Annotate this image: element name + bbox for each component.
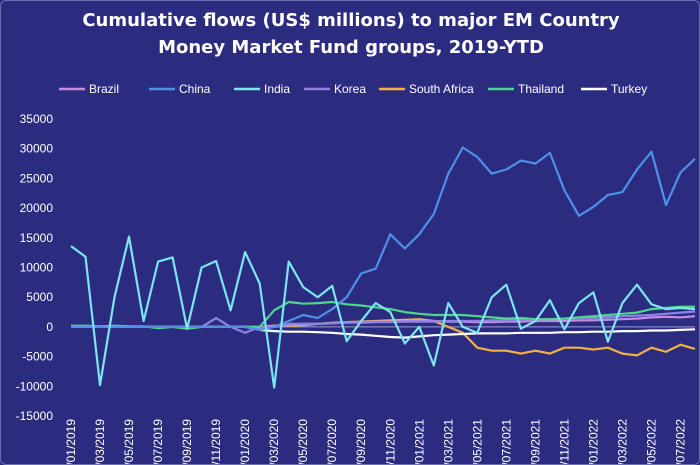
y-tick-label: 35000 — [20, 112, 54, 126]
x-tick-label: 01/11/2020 — [383, 419, 397, 465]
series-line-india — [70, 235, 696, 389]
legend-label: India — [264, 82, 290, 96]
x-tick-label: 01/07/2021 — [499, 419, 513, 465]
x-tick-label: 01/03/2020 — [267, 419, 281, 465]
y-axis: -15000 -10000 -5000 0 5000 10000 15000 20000 250… — [16, 112, 54, 423]
x-tick-label: 01/01/2020 — [238, 419, 252, 465]
x-tick-label: 01/09/2021 — [528, 419, 542, 465]
legend-item-korea: Korea — [304, 82, 366, 96]
y-tick-label: 15000 — [20, 231, 54, 245]
y-tick-label: 20000 — [20, 201, 54, 215]
legend-label: Brazil — [89, 82, 119, 96]
x-tick-label: 01/07/2022 — [673, 419, 687, 465]
x-tick-label: 01/09/2019 — [180, 419, 194, 465]
x-tick-label: 01/05/2019 — [122, 419, 136, 465]
series-group — [70, 146, 696, 389]
legend-label: South Africa — [409, 82, 474, 96]
y-tick-label: 10000 — [20, 261, 54, 275]
y-tick-label: -15000 — [16, 409, 54, 423]
y-tick-label: 30000 — [20, 142, 54, 156]
x-tick-label: 01/07/2020 — [325, 419, 339, 465]
y-tick-label: 5000 — [26, 290, 53, 304]
x-tick-label: 01/01/2021 — [412, 419, 426, 465]
series-line-china — [71, 146, 696, 331]
x-tick-label: 01/01/2022 — [586, 419, 600, 465]
legend-item-turkey: Turkey — [581, 82, 647, 96]
legend: Brazil China India Korea South Africa Thailan… — [59, 82, 647, 96]
y-tick-label: 0 — [46, 320, 53, 334]
x-tick-label: 01/11/2021 — [557, 419, 571, 465]
x-tick-label: 01/09/2020 — [354, 419, 368, 465]
legend-label: China — [179, 82, 211, 96]
x-tick-label: 01/05/2020 — [296, 419, 310, 465]
x-tick-label: 01/07/2019 — [151, 419, 165, 465]
legend-item-india: India — [234, 82, 290, 96]
x-tick-label: 01/11/2019 — [209, 419, 223, 465]
chart-title-line-1: Cumulative flows (US$ millions) to major… — [82, 10, 620, 31]
y-tick-label: -10000 — [16, 379, 54, 393]
legend-label: Korea — [334, 82, 366, 96]
legend-item-south-africa: South Africa — [379, 82, 474, 96]
y-tick-label: 25000 — [20, 171, 54, 185]
legend-item-thailand: Thailand — [488, 82, 564, 96]
x-axis: 01/01/2019 01/03/2019 01/05/2019 01/07/2019… — [64, 419, 687, 465]
series-line-thailand — [71, 300, 695, 330]
chart-title-line-2: Money Market Fund groups, 2019-YTD — [158, 37, 544, 58]
x-tick-label: 01/05/2022 — [644, 419, 658, 465]
y-tick-label: -5000 — [22, 350, 53, 364]
x-tick-label: 01/01/2019 — [64, 419, 78, 465]
x-tick-label: 01/03/2019 — [93, 419, 107, 465]
legend-item-china: China — [149, 82, 211, 96]
chart-title: Cumulative flows (US$ millions) to major… — [1, 7, 699, 61]
legend-item-brazil: Brazil — [59, 82, 119, 96]
legend-label: Turkey — [611, 82, 647, 96]
x-tick-label: 01/03/2021 — [441, 419, 455, 465]
x-tick-label: 01/03/2022 — [615, 419, 629, 465]
x-tick-label: 01/05/2021 — [470, 419, 484, 465]
legend-label: Thailand — [518, 82, 564, 96]
